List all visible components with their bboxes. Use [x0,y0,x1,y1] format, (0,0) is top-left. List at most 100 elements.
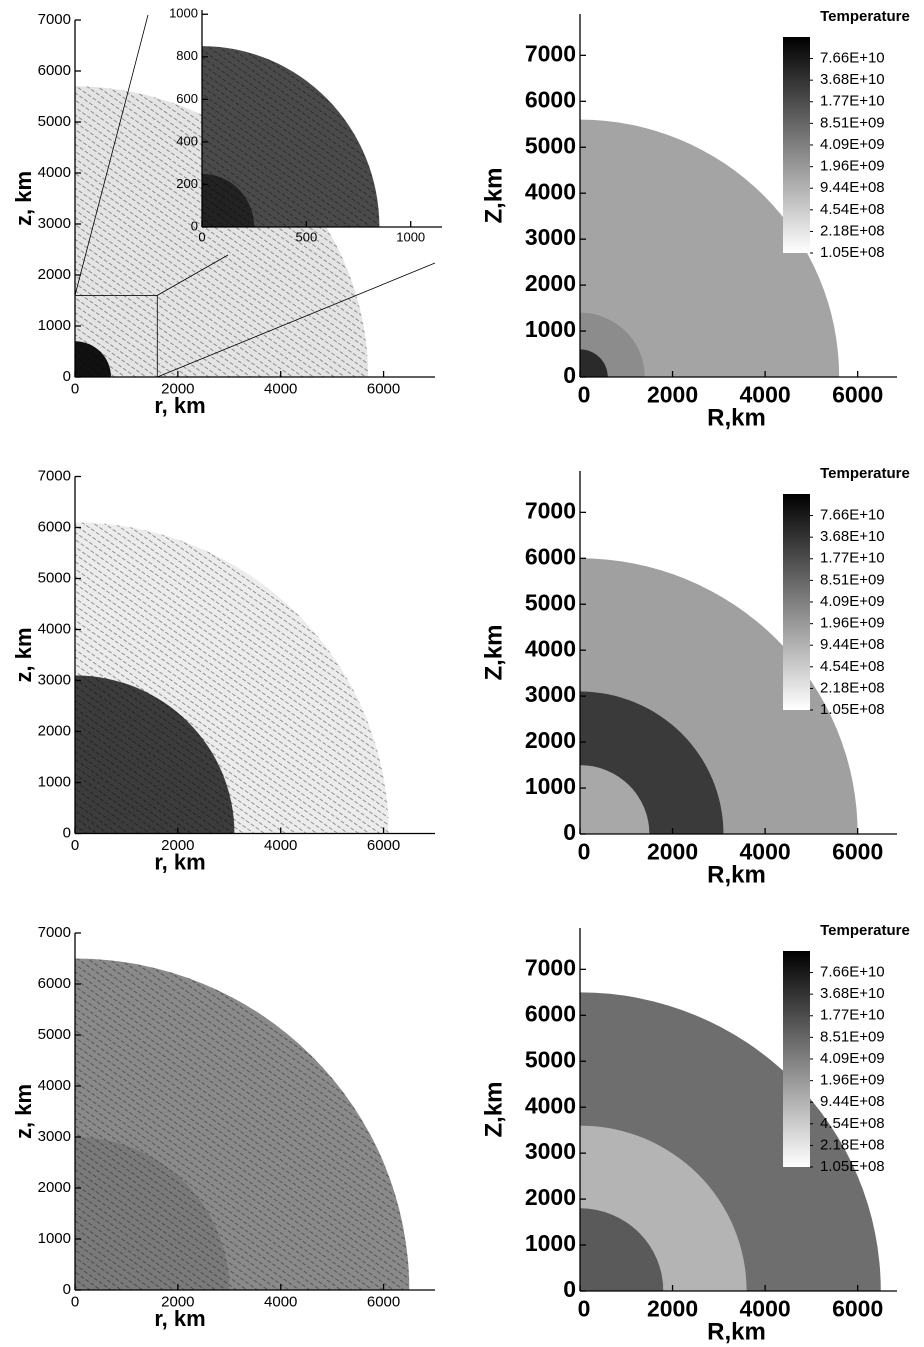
x-tick-label: 4000 [264,837,297,854]
x-tick-label: 6000 [832,839,883,865]
y-tick-label: 0 [191,218,198,233]
y-axis-label: Z,km [480,167,507,223]
y-tick-label: 1000 [525,1230,576,1256]
x-tick-label: 2000 [647,382,698,408]
x-tick-label: 4000 [264,381,297,398]
vector-texture [75,86,369,377]
x-axis-label: r, km [154,393,205,418]
vector-texture [75,675,235,834]
colorbar-tick-label: 9.44E+08 [820,179,885,196]
y-tick-label: 2000 [525,727,576,753]
x-axis-label: r, km [154,1306,205,1331]
colorbar-tick-label: 2.18E+08 [820,222,885,239]
colorbar-tick-label: 7.66E+10 [820,507,885,524]
vector-texture [202,173,255,227]
y-tick-label: 1000 [38,1230,71,1247]
x-tick-label: 500 [295,229,317,244]
colorbar-tick-label: 3.68E+10 [820,71,885,88]
colorbar-tick-label: 7.66E+10 [820,964,885,981]
y-axis-label: Z,km [480,624,507,680]
x-tick-label: 2000 [647,1296,698,1322]
y-tick-label: 4000 [525,1092,576,1118]
colorbar-tick-label: 2.18E+08 [820,679,885,696]
x-tick-label: 6000 [832,382,883,408]
vector-texture [202,46,380,227]
x-tick-label: 0 [578,839,591,865]
x-tick-label: 6000 [367,1294,400,1311]
colorbar [783,494,810,710]
region [580,765,650,834]
y-tick-label: 1000 [525,773,576,799]
colorbar-tick-label: 4.54E+08 [820,201,885,218]
y-tick-label: 5000 [38,1026,71,1043]
y-axis-label: z, km [11,627,36,682]
y-axis-label: Z,km [480,1081,507,1137]
connector [157,254,229,296]
y-tick-label: 1000 [169,6,198,21]
colorbar [783,951,810,1167]
colorbar-tick-label: 2.18E+08 [820,1136,885,1153]
colorbar-tick-label: 1.05E+08 [820,244,885,261]
x-tick-label: 4000 [740,1296,791,1322]
y-axis-label: z, km [11,1084,36,1139]
y-tick-label: 800 [176,48,198,63]
y-tick-label: 3000 [525,224,576,250]
x-tick-label: 0 [71,381,79,398]
y-tick-label: 0 [63,824,71,841]
colorbar-tick-label: 1.05E+08 [820,1158,885,1175]
colorbar-title: Temperature [820,8,910,25]
colorbar-tick-label: 4.09E+09 [820,1050,885,1067]
plot-area [75,522,389,834]
y-tick-label: 1000 [38,317,71,334]
x-tick-label: 2000 [161,381,194,398]
x-tick-label: 6000 [832,1296,883,1322]
colorbar-tick-label: 4.54E+08 [820,658,885,675]
y-tick-label: 7000 [525,40,576,66]
y-tick-label: 5000 [525,1046,576,1072]
y-tick-label: 3000 [525,1138,576,1164]
colorbar-tick-label: 1.77E+10 [820,1007,885,1024]
colorbar-tick-label: 9.44E+08 [820,636,885,653]
colorbar-tick-label: 9.44E+08 [820,1093,885,1110]
x-axis-label: r, km [154,849,205,874]
x-tick-label: 2000 [161,1294,194,1311]
y-tick-label: 4000 [38,620,71,637]
colorbar-tick-label: 8.51E+09 [820,571,885,588]
y-tick-label: 2000 [38,266,71,283]
colorbar-tick-label: 4.09E+09 [820,593,885,610]
colorbar-title: Temperature [820,922,910,939]
y-tick-label: 5000 [38,113,71,130]
vector-texture [75,341,111,377]
colorbar-tick-label: 1.96E+09 [820,158,885,175]
y-tick-label: 2000 [38,722,71,739]
y-tick-label: 0 [563,1276,576,1302]
colorbar-tick-label: 8.51E+09 [820,1028,885,1045]
y-tick-label: 4000 [525,635,576,661]
plot-area [580,992,881,1291]
y-tick-label: 200 [176,176,198,191]
y-tick-label: 1000 [38,773,71,790]
y-tick-label: 5000 [525,589,576,615]
y-tick-label: 3000 [525,681,576,707]
y-tick-label: 3000 [38,671,71,688]
region [580,119,840,377]
colorbar-tick-label: 1.77E+10 [820,550,885,567]
x-tick-label: 1000 [396,229,425,244]
y-tick-label: 3000 [38,215,71,232]
colorbar-tick-label: 1.77E+10 [820,93,885,110]
y-tick-label: 4000 [525,178,576,204]
y-tick-label: 7000 [525,954,576,980]
y-tick-label: 7000 [38,467,71,484]
x-tick-label: 0 [578,382,591,408]
x-tick-label: 6000 [367,381,400,398]
y-tick-label: 7000 [38,11,71,28]
region [580,1208,664,1291]
y-tick-label: 5000 [525,132,576,158]
y-tick-label: 600 [176,91,198,106]
zoom-box [74,294,158,378]
colorbar-tick-label: 7.66E+10 [820,50,885,67]
colorbar-tick-label: 1.96E+09 [820,1072,885,1089]
x-tick-label: 0 [198,229,205,244]
x-tick-label: 6000 [367,837,400,854]
y-tick-label: 6000 [525,86,576,112]
